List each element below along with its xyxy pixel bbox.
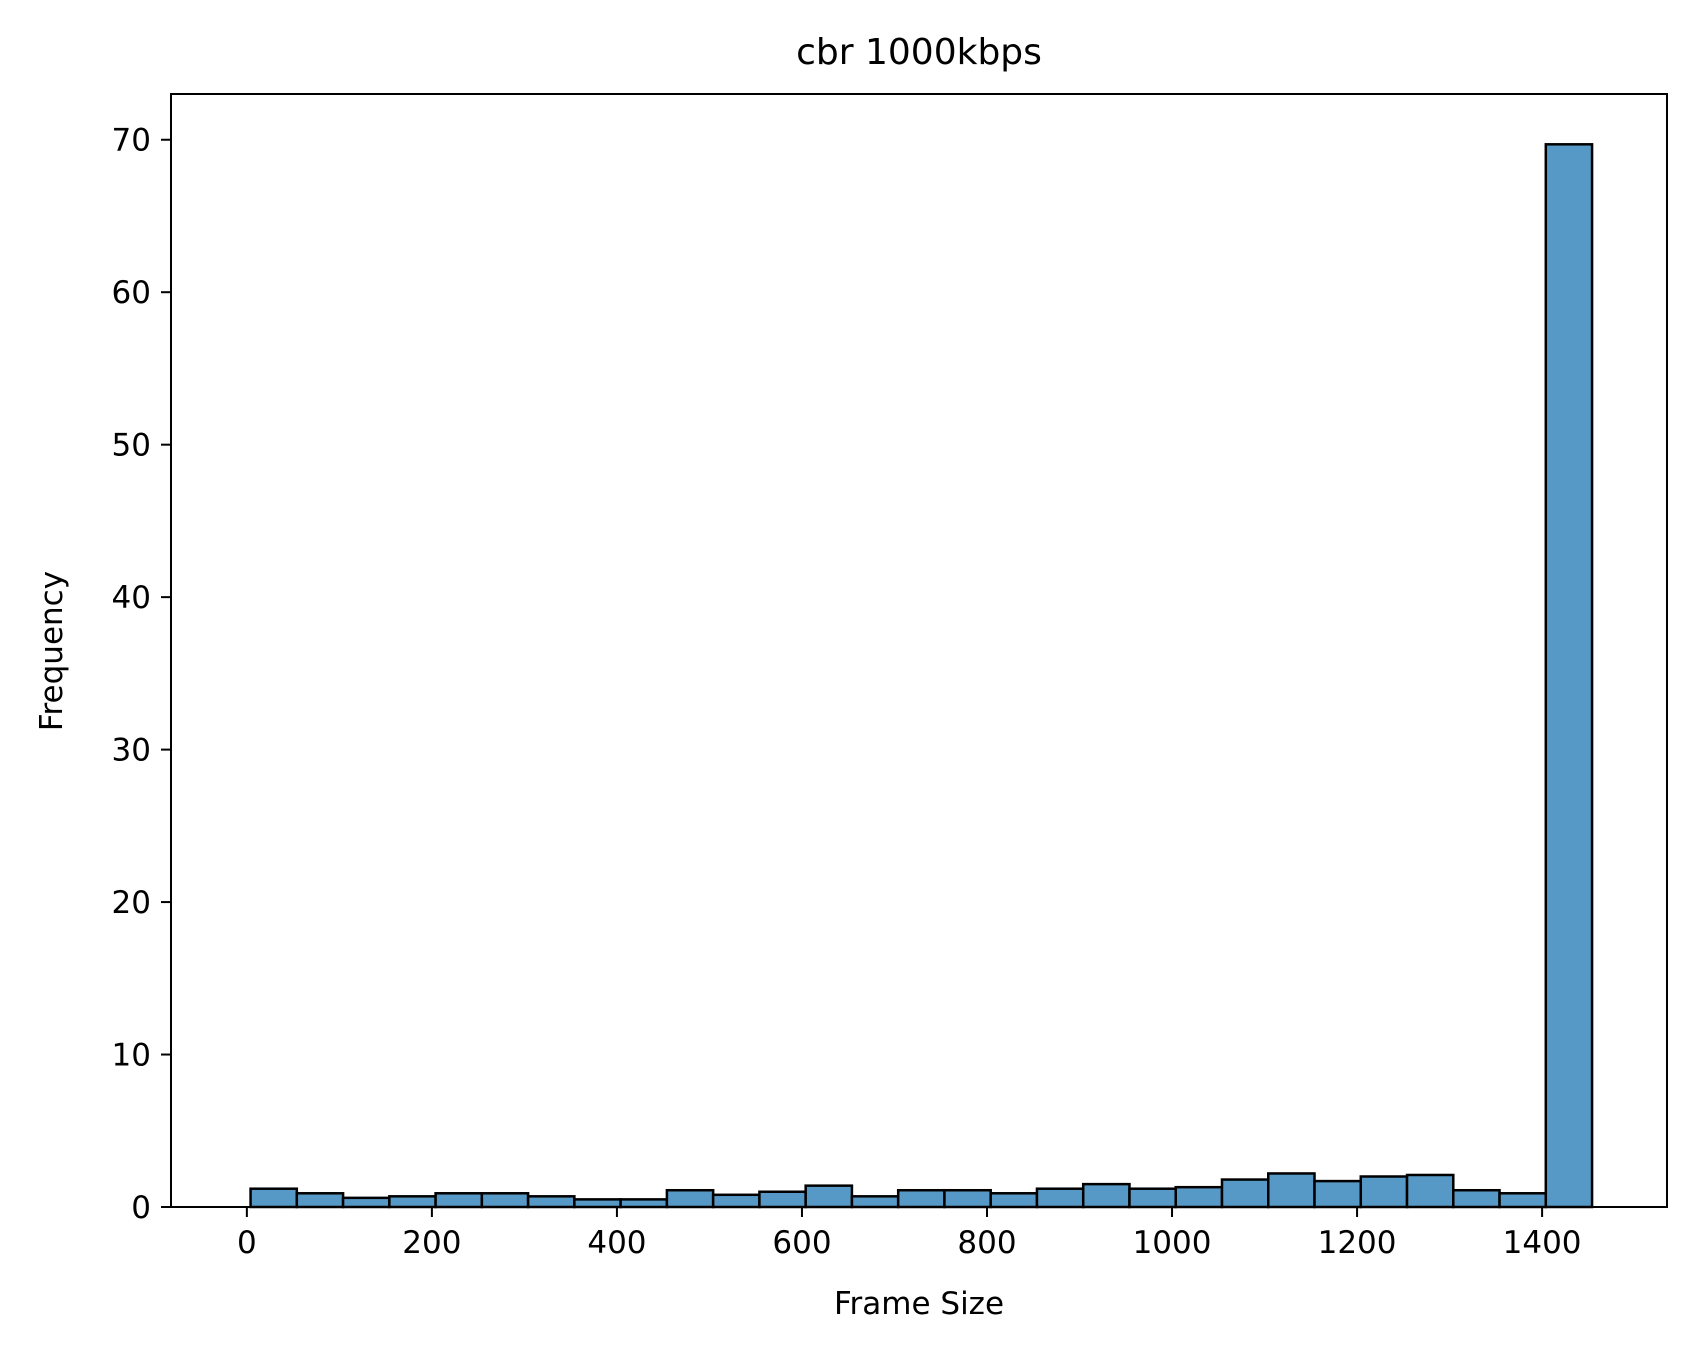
histogram-bar-0 [249,1187,299,1209]
x-axis-ticks: 0 200 400 600 800 1000 1200 1400 [237,1207,1582,1261]
y-tick-label: 30 [112,733,151,769]
y-tick-label: 50 [112,428,151,464]
y-tick-label: 70 [112,123,151,159]
histogram-bar-20 [1174,1185,1224,1209]
histogram-bar-25 [1405,1173,1455,1209]
plot-background [171,94,1667,1207]
x-tick-label: 600 [772,1225,831,1261]
histogram-bar-27 [1498,1192,1548,1209]
histogram-bar-5 [480,1192,530,1209]
x-tick-label: 0 [237,1225,257,1261]
histogram-bar-7 [573,1198,622,1209]
y-tick-label: 0 [131,1190,151,1226]
x-tick-label: 1200 [1318,1225,1397,1261]
histogram-bar-23 [1313,1179,1363,1209]
plot-frame [170,93,1668,1208]
x-tick-label: 200 [402,1225,461,1261]
x-axis-title: Frame Size [834,1286,1004,1322]
y-axis-ticks: 0 10 20 30 40 50 60 70 [112,123,171,1226]
histogram-bar-12 [804,1184,854,1209]
y-axis-title: Frequency [34,571,70,731]
histogram-bar-2 [341,1196,391,1209]
histogram-bar-9 [665,1188,715,1209]
histogram-bar-14 [896,1188,946,1209]
histogram-bar-13 [850,1195,900,1209]
histogram-bar-1 [295,1192,345,1209]
x-tick-label: 1400 [1503,1225,1582,1261]
histogram-bar-10 [711,1193,761,1209]
histogram-bar-28 [1544,143,1594,1209]
histogram-bar-19 [1128,1187,1177,1209]
histogram-bar-6 [526,1195,576,1209]
y-tick-label: 60 [112,275,151,311]
histogram-bar-11 [758,1190,807,1209]
x-tick-label: 800 [957,1225,1016,1261]
chart-title: cbr 1000kbps [796,32,1042,73]
histogram-bar-17 [1035,1187,1085,1209]
y-tick-label: 10 [112,1038,151,1074]
y-tick-label: 40 [112,580,151,616]
bars-group [249,143,1594,1209]
histogram-bar-3 [388,1195,437,1209]
histogram-bar-16 [989,1192,1039,1209]
histogram-bar-4 [434,1192,484,1209]
histogram-bar-15 [943,1188,992,1209]
x-tick-label: 1000 [1133,1225,1212,1261]
x-tick-label: 400 [587,1225,646,1261]
histogram-bar-24 [1359,1175,1409,1209]
histogram-bar-8 [619,1198,669,1209]
histogram-bar-22 [1267,1172,1316,1209]
histogram-bar-18 [1081,1182,1131,1209]
histogram-bar-26 [1452,1188,1501,1209]
y-tick-label: 20 [112,885,151,921]
histogram-bar-21 [1220,1178,1270,1209]
